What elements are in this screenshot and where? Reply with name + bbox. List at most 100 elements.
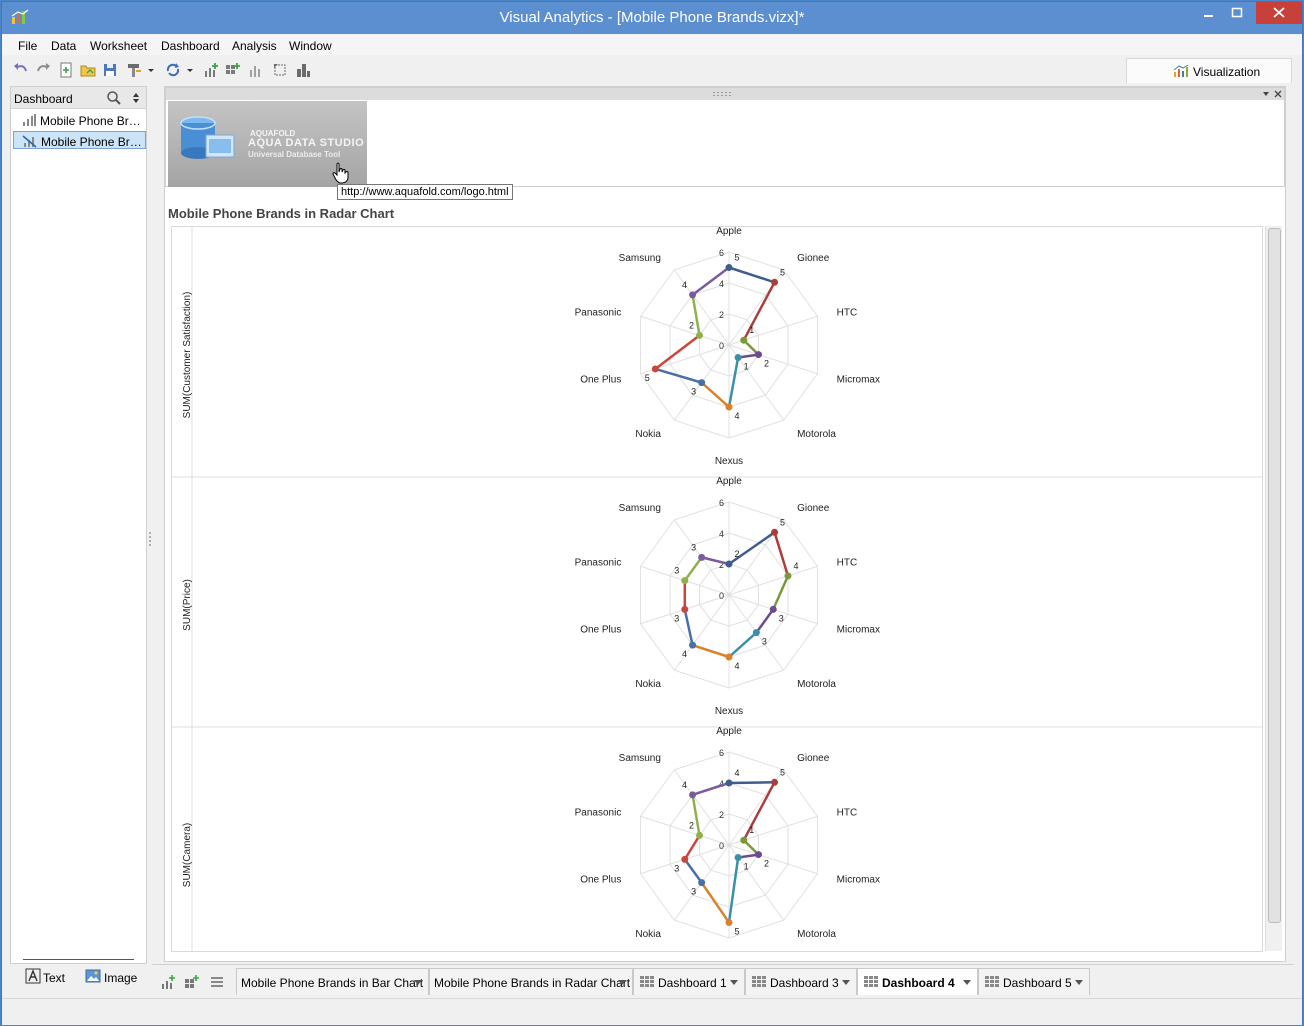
data-point-samsung[interactable] — [698, 553, 706, 561]
data-point-panasonic[interactable] — [696, 331, 704, 339]
image-icon[interactable] — [85, 968, 101, 984]
data-point-nokia[interactable] — [698, 879, 706, 887]
tab-dashboard-1[interactable]: Dashboard 1 — [633, 968, 745, 995]
data-point-htc[interactable] — [740, 836, 748, 844]
series-segment-gionee — [773, 531, 790, 577]
refresh-icon[interactable] — [164, 61, 182, 79]
tick-label: 6 — [719, 748, 724, 758]
data-point-gionee[interactable] — [771, 278, 779, 286]
tree-item-radar-chart[interactable]: Mobile Phone Brands in Radar Chart — [13, 131, 146, 149]
data-point-apple[interactable] — [725, 560, 733, 568]
grid-spoke — [673, 769, 730, 846]
data-point-samsung[interactable] — [689, 791, 697, 799]
save-icon[interactable] — [101, 61, 119, 79]
data-label: 4 — [682, 649, 687, 659]
data-point-htc[interactable] — [784, 572, 792, 580]
sort-icon[interactable] — [131, 91, 141, 105]
menu-analysis[interactable]: Analysis — [232, 39, 277, 53]
data-point-nokia[interactable] — [689, 641, 697, 649]
category-label-panasonic: Panasonic — [575, 307, 622, 318]
data-label: 4 — [793, 561, 798, 571]
data-label: 4 — [682, 280, 687, 290]
data-point-nokia[interactable] — [698, 379, 706, 387]
data-point-panasonic[interactable] — [681, 577, 689, 585]
data-point-gionee[interactable] — [771, 778, 779, 786]
open-icon[interactable] — [79, 61, 97, 79]
tab-dashboard-3[interactable]: Dashboard 3 — [745, 968, 857, 995]
data-label: 3 — [674, 613, 679, 623]
chevron-down-icon[interactable] — [963, 980, 971, 985]
data-point-htc[interactable] — [740, 336, 748, 344]
data-point-motorola[interactable] — [734, 854, 742, 862]
data-point-panasonic[interactable] — [696, 831, 704, 839]
list-tabs-icon[interactable] — [209, 974, 225, 990]
chevron-down-icon[interactable] — [414, 980, 422, 985]
panel-drag-strip[interactable] — [166, 88, 1284, 100]
image-object-panel[interactable]: AQUAFOLD AQUA DATA STUDIO Universal Data… — [165, 87, 1285, 187]
data-point-samsung[interactable] — [689, 291, 697, 299]
category-label-apple: Apple — [716, 476, 742, 487]
menu-window[interactable]: Window — [289, 39, 332, 53]
menu-worksheet[interactable]: Worksheet — [90, 39, 148, 53]
data-point-one-plus[interactable] — [681, 855, 689, 863]
add-dashboard-icon[interactable] — [184, 974, 200, 990]
data-point-gionee[interactable] — [771, 528, 779, 536]
visualization-tab[interactable]: Visualization — [1126, 58, 1292, 83]
radar-chart[interactable]: SUM(Customer Satisfaction) 0246AppleGione… — [172, 226, 1262, 967]
text-button[interactable]: Text — [43, 971, 66, 985]
brush-dropdown-icon[interactable] — [146, 61, 156, 79]
rotate-icon[interactable] — [271, 61, 289, 79]
search-icon[interactable] — [106, 90, 122, 106]
minimize-button[interactable] — [1194, 2, 1224, 24]
tab-dashboard-5[interactable]: Dashboard 5 — [978, 968, 1090, 995]
data-point-micromax[interactable] — [769, 605, 777, 613]
chevron-down-icon[interactable] — [842, 980, 850, 985]
vertical-scrollbar[interactable] — [1265, 226, 1282, 951]
undo-icon[interactable] — [12, 61, 30, 79]
tree-item-bar-chart[interactable]: Mobile Phone Brands in Bar Chart — [13, 111, 146, 129]
maximize-button[interactable] — [1222, 2, 1252, 24]
splitter-grip-icon[interactable] — [148, 530, 152, 548]
chevron-down-icon[interactable] — [1075, 980, 1083, 985]
add-chart-icon[interactable] — [202, 61, 220, 79]
data-point-motorola[interactable] — [734, 354, 742, 362]
close-button[interactable] — [1256, 2, 1302, 24]
redo-icon[interactable] — [34, 61, 52, 79]
menu-dashboard[interactable]: Dashboard — [161, 39, 220, 53]
data-point-nexus[interactable] — [725, 919, 733, 926]
category-label-samsung: Samsung — [619, 503, 661, 514]
stack-icon[interactable] — [294, 61, 312, 79]
brush-icon[interactable] — [125, 61, 143, 79]
chevron-down-icon[interactable] — [730, 980, 738, 985]
panel-close-icon[interactable] — [1274, 90, 1282, 98]
tab-dashboard-4[interactable]: Dashboard 4 — [857, 968, 978, 995]
bar-chart-icon[interactable] — [247, 61, 265, 79]
data-point-one-plus[interactable] — [651, 365, 659, 373]
grid-spoke — [673, 269, 730, 346]
scrollbar-thumb[interactable] — [1268, 228, 1281, 923]
menu-file[interactable]: File — [18, 39, 38, 53]
add-worksheet-icon[interactable] — [160, 974, 176, 990]
menu-data[interactable]: Data — [51, 39, 77, 53]
tab-radar-chart[interactable]: Mobile Phone Brands in Radar Chart — [429, 968, 633, 995]
grid-spoke — [728, 844, 818, 875]
data-point-nexus[interactable] — [725, 403, 733, 411]
tab-bar-chart[interactable]: Mobile Phone Brands in Bar Chart — [236, 968, 429, 995]
data-point-one-plus[interactable] — [681, 605, 689, 613]
image-button[interactable]: Image — [104, 971, 138, 985]
data-point-micromax[interactable] — [754, 351, 762, 359]
dashboard-grid-icon — [985, 976, 999, 987]
panel-menu-icon[interactable] — [1262, 90, 1270, 98]
new-icon[interactable] — [57, 61, 75, 79]
add-grid-icon[interactable] — [224, 61, 242, 79]
data-point-motorola[interactable] — [752, 629, 760, 637]
data-point-micromax[interactable] — [754, 851, 762, 859]
chevron-down-icon[interactable] — [618, 980, 626, 985]
data-point-apple[interactable] — [725, 264, 733, 271]
data-point-nexus[interactable] — [725, 653, 733, 661]
series-segment-panasonic — [683, 556, 703, 582]
refresh-dropdown-icon[interactable] — [185, 61, 195, 79]
text-icon[interactable] — [25, 968, 41, 984]
data-point-apple[interactable] — [725, 779, 733, 787]
